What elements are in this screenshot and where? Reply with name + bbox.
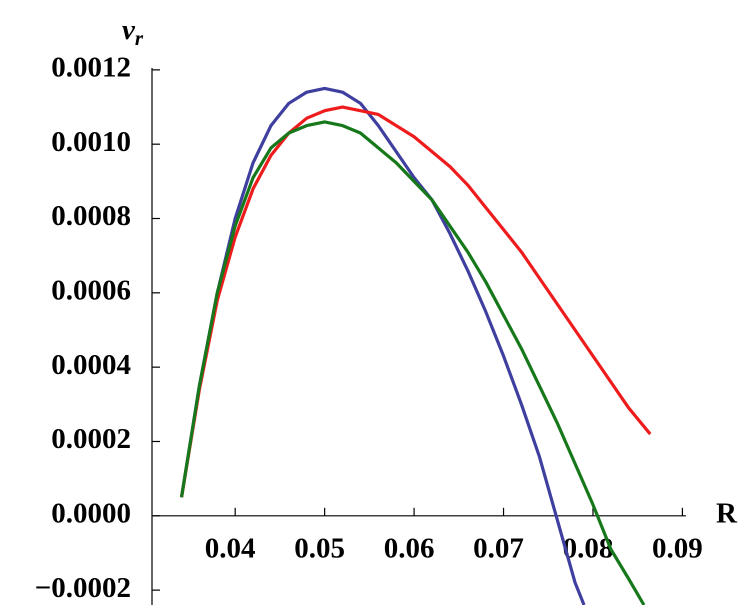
y-label-sub: r — [135, 26, 144, 50]
series-line — [179, 120, 646, 605]
y-axis-label: vr — [122, 14, 144, 50]
y-tick-label: 0.0006 — [51, 274, 131, 306]
y-tick-label: 0.0000 — [51, 497, 131, 529]
x-tick-label: 0.06 — [384, 532, 435, 564]
series-line — [179, 86, 586, 605]
y-tick-label: 0.0002 — [51, 423, 131, 455]
series-line — [179, 105, 652, 498]
y-tick-label: 0.0010 — [51, 126, 131, 158]
x-tick-label: 0.05 — [294, 532, 345, 564]
y-tick-label: 0.0012 — [51, 52, 131, 84]
x-tick-label: 0.09 — [652, 532, 703, 564]
x-axis-label: R — [716, 498, 738, 530]
x-tick-label: 0.07 — [473, 532, 524, 564]
y-tick-label: 0.0008 — [51, 200, 131, 232]
x-tick-label: 0.04 — [205, 532, 256, 564]
y-tick-label: 0.0004 — [51, 349, 131, 381]
y-label-base: v — [122, 14, 136, 46]
y-tick-label: −0.0002 — [35, 572, 131, 604]
